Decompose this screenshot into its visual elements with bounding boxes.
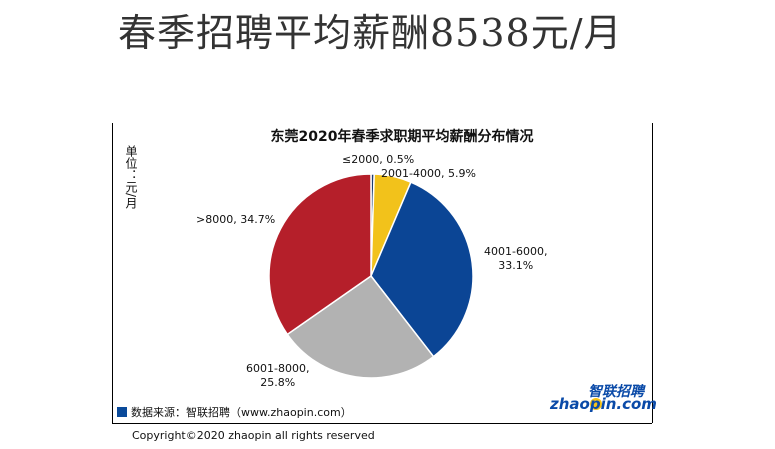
zhaopin-logo: 智联招聘 zhaopin.com (550, 381, 657, 415)
slice-label-2001-4000: 2001-4000, 5.9% (381, 167, 476, 180)
data-source-text: 数据来源：智联招聘（www.zhaopin.com） (131, 406, 352, 419)
chart-frame-bottom-border (112, 423, 652, 424)
logo-en-text: zhaopin.com (550, 395, 657, 413)
slice-label-gt8000: >8000, 34.7% (196, 213, 276, 226)
page-headline: 春季招聘平均薪酬8538元/月 (118, 11, 623, 55)
pie-slice-3 (286, 274, 435, 379)
unit-label: 单位：元/月 (124, 145, 138, 210)
copyright: Copyright©2020 zhaopin all rights reserv… (132, 429, 375, 442)
chart-frame-left-border (112, 123, 113, 423)
slice-label-6001-8000: 6001-8000, 25.8% (246, 362, 310, 389)
data-source: 数据来源：智联招聘（www.zhaopin.com） (117, 404, 352, 420)
pie-slice-2 (370, 181, 474, 358)
pie-slice-4 (268, 173, 372, 336)
slice-label-le2000: ≤2000, 0.5% (342, 153, 415, 166)
chart-title: 东莞2020年春季求职期平均薪酬分布情况 (270, 129, 534, 145)
slice-label-4001-6000: 4001-6000, 33.1% (484, 245, 548, 272)
logo-cn-text: 智联招聘 (588, 384, 644, 400)
chart-frame-right-border (652, 123, 653, 423)
source-square-icon (117, 407, 127, 417)
logo-dot-icon (590, 398, 602, 410)
